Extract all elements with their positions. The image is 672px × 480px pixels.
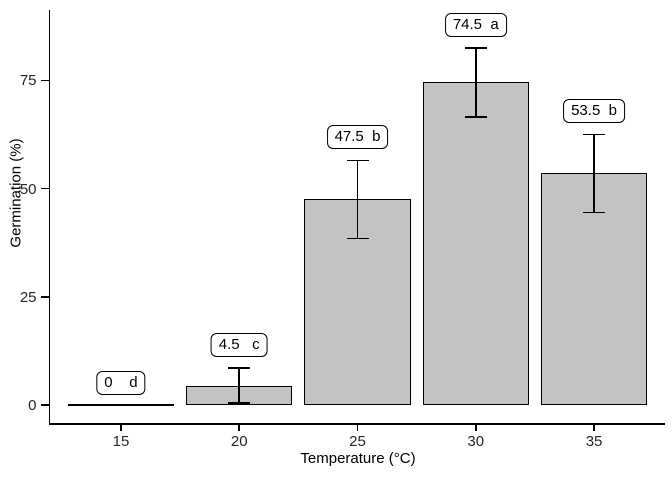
x-tick-label-25: 25: [349, 433, 366, 450]
error-bar-35-cap-top: [583, 133, 606, 136]
x-tick-label-35: 35: [585, 433, 603, 450]
bar-label-box-30: 74.5 a: [444, 12, 507, 37]
bar-label-box-25: 47.5 b: [326, 125, 389, 150]
error-bar-30-cap-top: [464, 47, 487, 49]
y-tick-25: [40, 296, 49, 298]
y-axis-line: [48, 10, 50, 425]
y-tick-label-0: 0: [28, 397, 37, 414]
y-tick-label-50: 50: [19, 180, 37, 198]
y-tick-75: [40, 79, 49, 81]
error-bar-25-cap-bottom: [346, 237, 369, 240]
x-tick-15: [120, 424, 122, 431]
error-bar-35-stem: [593, 134, 595, 213]
x-tick-25: [356, 424, 359, 431]
x-tick-30: [475, 424, 477, 431]
error-bar-30-cap-bottom: [464, 116, 487, 118]
bar-30: [422, 82, 529, 405]
error-bar-25-cap-top: [346, 159, 369, 162]
x-axis-title: Temperature (°C): [300, 450, 416, 467]
error-bar-25-stem: [356, 160, 359, 239]
error-bar-20-stem: [238, 368, 240, 403]
y-tick-0: [40, 404, 49, 406]
x-tick-35: [593, 424, 595, 431]
error-bar-20-cap-bottom: [228, 402, 251, 404]
x-tick-20: [238, 424, 240, 431]
error-bar-30-stem: [475, 47, 477, 118]
x-tick-label-30: 30: [467, 433, 485, 450]
x-axis-line: [48, 423, 665, 425]
bar-15: [67, 404, 175, 406]
y-tick-label-25: 25: [19, 288, 37, 306]
y-tick-50: [40, 187, 49, 190]
x-tick-label-15: 15: [112, 433, 130, 450]
error-bar-35-cap-bottom: [583, 211, 606, 214]
bar-label-box-15: 0 d: [96, 371, 146, 395]
bar-label-box-20: 4.5 c: [210, 333, 268, 358]
x-tick-label-20: 20: [230, 433, 248, 450]
bar-label-box-35: 53.5 b: [563, 99, 625, 124]
error-bar-20-cap-top: [228, 367, 251, 369]
y-tick-label-75: 75: [19, 72, 37, 90]
